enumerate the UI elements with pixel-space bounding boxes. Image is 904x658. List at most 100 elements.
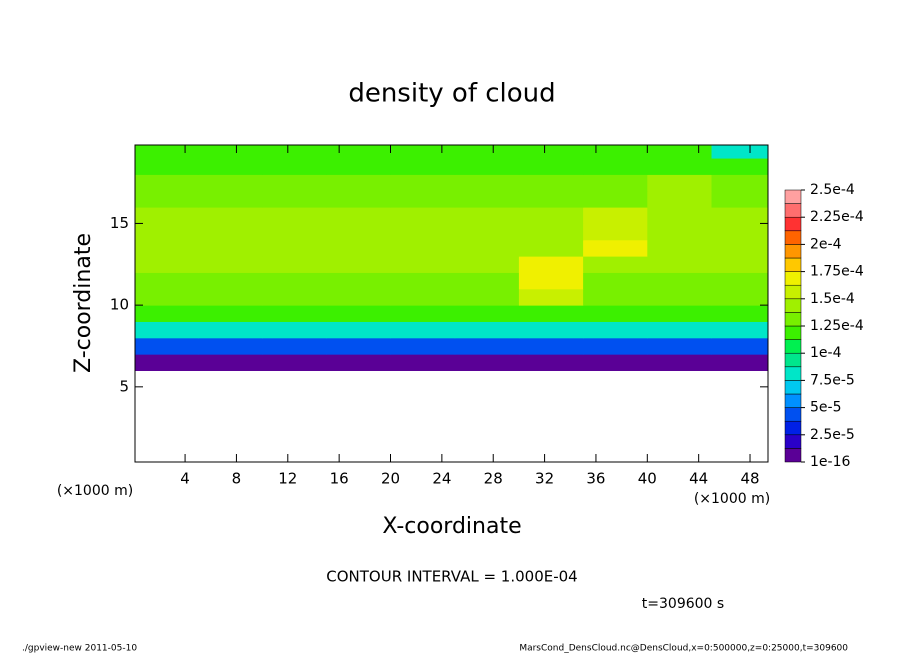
heat-cell (390, 321, 456, 339)
heat-cell (518, 321, 584, 339)
heat-cell (454, 321, 520, 339)
heat-cell (454, 174, 520, 192)
heat-cell (262, 239, 327, 257)
colorbar-box (784, 434, 802, 449)
heat-cell (454, 256, 520, 273)
heat-cell (390, 145, 456, 159)
heat-cell (326, 305, 392, 322)
heat-cell (197, 223, 263, 241)
heat-cell (197, 337, 263, 355)
colorbar-box (784, 407, 802, 422)
heat-cell (390, 337, 456, 355)
heat-cell (518, 239, 584, 257)
colorbar-box (784, 325, 802, 340)
heat-cell (518, 158, 584, 175)
x-axis-label: X-coordinate (382, 514, 521, 539)
heat-cell (390, 190, 456, 208)
x-tick-label: 28 (484, 470, 503, 488)
colorbar-box (784, 380, 802, 395)
footer-right: MarsCond_DensCloud.nc@DensCloud,x=0:5000… (519, 644, 848, 654)
heat-cell (711, 158, 768, 175)
colorbar-box (784, 284, 802, 300)
heat-cell (326, 272, 392, 290)
heat-cell (197, 354, 263, 371)
heat-cell (390, 239, 456, 257)
heat-cell (583, 354, 648, 371)
heat-cell (197, 158, 263, 175)
colorbar-label: 1.5e-4 (810, 291, 855, 307)
heat-cell (583, 337, 648, 355)
colorbar-label: 2.5e-5 (810, 427, 855, 443)
heat-cell (390, 158, 456, 175)
heat-cell (326, 158, 392, 175)
heat-cell (390, 207, 456, 224)
x-tick-label: 40 (638, 470, 657, 488)
colorbar-label: 1e-16 (810, 454, 850, 470)
heat-cell (135, 145, 199, 159)
x-tick-label: 44 (689, 470, 708, 488)
x-tick-label: 36 (586, 470, 605, 488)
heat-cell (326, 174, 392, 192)
contour-note: CONTOUR INTERVAL = 1.000E-04 (326, 568, 577, 586)
colorbar-box (784, 216, 802, 232)
plot-frame (134, 144, 769, 463)
heat-cell (583, 288, 648, 306)
heat-cell (711, 272, 768, 290)
heat-cell (518, 174, 584, 192)
heat-cell (262, 158, 327, 175)
heat-cell (326, 145, 392, 159)
heat-cell (262, 305, 327, 322)
heat-cell (197, 174, 263, 192)
heat-cell (197, 305, 263, 322)
heat-cell (647, 256, 713, 273)
heat-cell (711, 145, 768, 159)
heat-cell (135, 174, 199, 192)
heat-cell (583, 272, 648, 290)
heat-cell (135, 223, 199, 241)
footer-left: ./gpview-new 2011-05-10 (22, 644, 137, 654)
y-tick-label: 15 (110, 214, 129, 232)
heat-cell (135, 354, 199, 371)
heat-cell (454, 158, 520, 175)
heat-cell (197, 190, 263, 208)
heat-cell (647, 354, 713, 371)
heat-cell (262, 272, 327, 290)
heat-cell (647, 305, 713, 322)
heat-cell (583, 321, 648, 339)
time-label: t=309600 s (642, 596, 724, 612)
heat-cell (647, 190, 713, 208)
colorbar-box (784, 312, 802, 327)
y-axis-label: Z-coordinate (71, 233, 96, 373)
heat-cell (518, 223, 584, 241)
x-tick-label: 16 (330, 470, 349, 488)
colorbar-label: 2.25e-4 (810, 209, 864, 225)
heat-cell (711, 321, 768, 339)
heat-cell (454, 305, 520, 322)
x-tick-label: 20 (381, 470, 400, 488)
heat-cell (518, 337, 584, 355)
heat-cell (262, 223, 327, 241)
heat-cell (454, 337, 520, 355)
heat-cell (647, 288, 713, 306)
x-tick-label: 48 (740, 470, 759, 488)
heat-cell (197, 272, 263, 290)
colorbar-label: 1.75e-4 (810, 264, 864, 280)
heat-cell (518, 272, 584, 290)
heat-cell (454, 288, 520, 306)
heat-cell (518, 288, 584, 306)
heat-cell (390, 223, 456, 241)
heat-cell (518, 207, 584, 224)
heat-cell (711, 288, 768, 306)
heatmap (135, 145, 768, 371)
heat-cell (326, 321, 392, 339)
heat-cell (583, 145, 648, 159)
heat-cell (262, 145, 327, 159)
heat-cell (262, 256, 327, 273)
heat-cell (454, 190, 520, 208)
heat-cell (326, 190, 392, 208)
heat-cell (262, 207, 327, 224)
heat-cell (583, 256, 648, 273)
heat-cell (711, 190, 768, 208)
heat-cell (390, 288, 456, 306)
heat-cell (518, 305, 584, 322)
